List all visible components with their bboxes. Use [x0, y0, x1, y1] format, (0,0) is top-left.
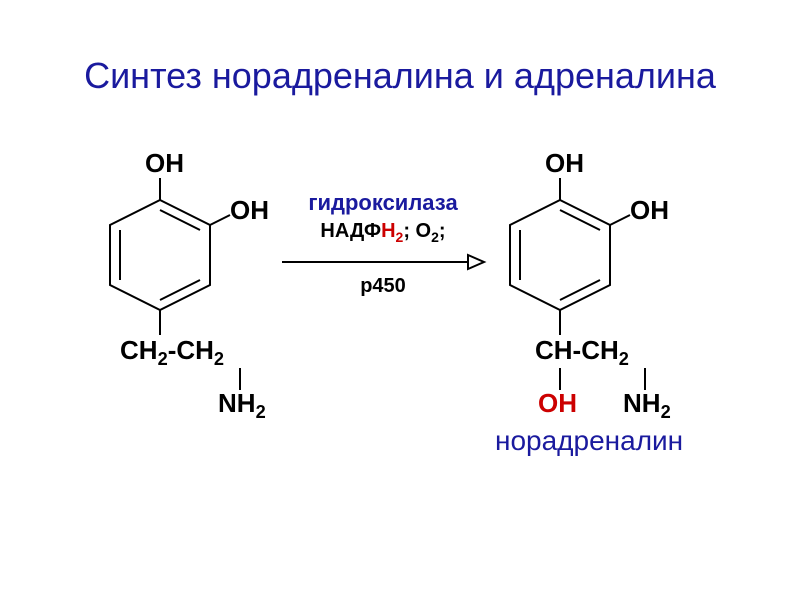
left-oh-right: OH — [230, 195, 269, 226]
right-nh2: NH2 — [623, 388, 671, 419]
cofactor-label: НАДФН2; О2; — [278, 220, 488, 243]
molecule-left: OH OH CH2-CH2 NH2 — [100, 170, 300, 450]
enzyme-label: гидроксилаза — [278, 190, 488, 216]
right-chain: CH-CH2 — [535, 335, 629, 366]
reaction-arrow-group: гидроксилаза НАДФН2; О2; р450 — [278, 175, 488, 325]
page-title: Синтез норадреналина и адреналина — [0, 55, 800, 97]
left-nh2: NH2 — [218, 388, 266, 419]
right-oh-right: OH — [630, 195, 669, 226]
left-chain: CH2-CH2 — [120, 335, 224, 366]
p450-label: р450 — [278, 275, 488, 298]
right-oh-top: OH — [545, 148, 584, 179]
right-oh-chain: OH — [538, 388, 577, 419]
product-name: норадреналин — [495, 425, 683, 457]
reaction-arrow — [278, 247, 488, 277]
left-oh-top: OH — [145, 148, 184, 179]
